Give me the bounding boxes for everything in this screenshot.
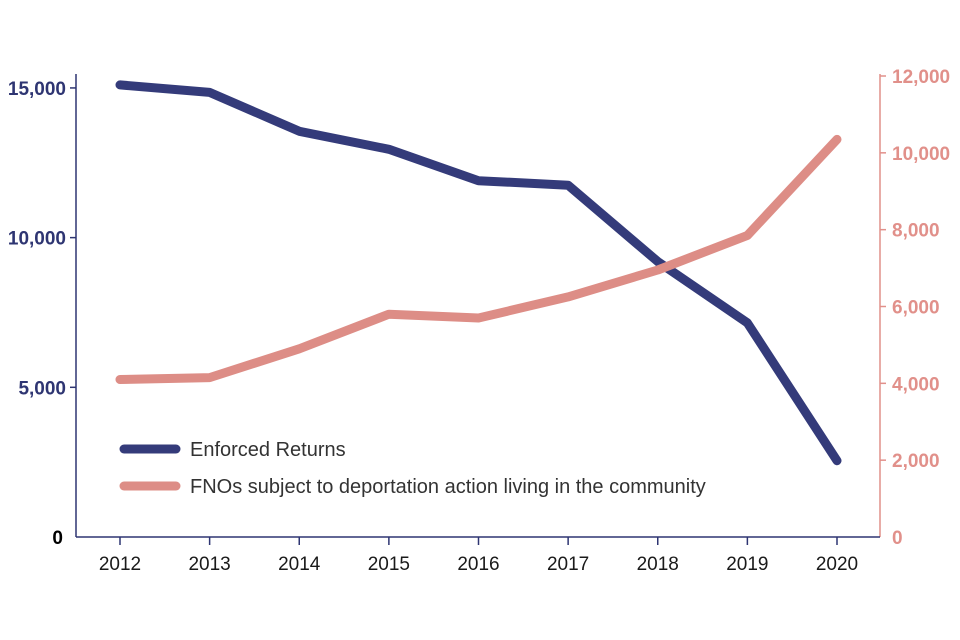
y-right-tick-label: 8,000: [892, 221, 940, 242]
y-right-tick-label: 6,000: [892, 298, 940, 319]
x-tick-label: 2013: [188, 554, 230, 575]
x-tick-label: 2019: [726, 554, 768, 575]
legend-label-fnos: FNOs subject to deportation action livin…: [190, 476, 706, 498]
y-right-tick-label: 10,000: [892, 144, 950, 165]
y-right-tick-label: 4,000: [892, 374, 940, 395]
x-tick-label: 2017: [547, 554, 589, 575]
series-line-fnos-in-community: [115, 134, 842, 384]
y-left-tick-label: 10,000: [8, 229, 66, 250]
series-group: [115, 80, 842, 466]
x-tick-label: 2018: [637, 554, 679, 575]
x-tick-label: 2020: [816, 554, 858, 575]
x-tick-label: 2016: [457, 554, 499, 575]
y-left-tick-label: 0: [52, 528, 63, 549]
y-right-tick-label: 12,000: [892, 67, 950, 88]
y-right-tick-label: 2,000: [892, 451, 940, 472]
axes-group: 0 5,000 10,000 15,000 0 2,000 4,000 6,000 8,000 1…: [8, 67, 950, 575]
x-tick-label: 2014: [278, 554, 321, 575]
series-line-enforced-returns: [115, 80, 842, 466]
y-left-tick-label: 5,000: [18, 378, 66, 399]
x-tick-label: 2015: [368, 554, 410, 575]
y-left-tick-label: 15,000: [8, 79, 66, 100]
legend-label-enforced-returns: Enforced Returns: [190, 439, 346, 461]
x-tick-label: 2012: [99, 554, 141, 575]
y-right-tick-label: 0: [892, 528, 903, 549]
legend: Enforced Returns FNOs subject to deporta…: [119, 439, 706, 498]
